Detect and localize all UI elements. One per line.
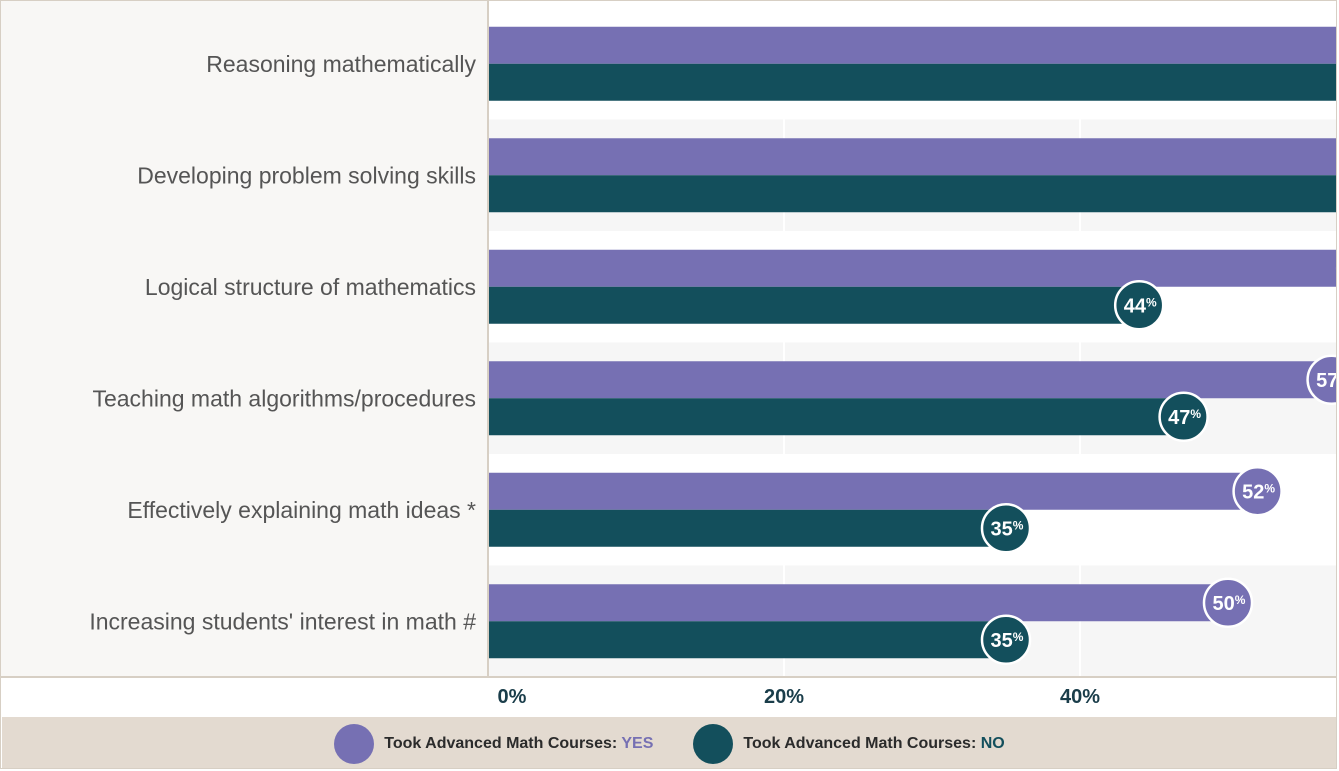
legend-value-no: NO: [980, 734, 1005, 752]
svg-text:44%: 44%: [1124, 295, 1157, 317]
legend-item-no: Took Advanced Math Courses: NO: [693, 723, 1005, 764]
data-label-yes: 50%: [1202, 577, 1254, 628]
bar-no: [489, 621, 1006, 659]
bar-yes: [489, 361, 1332, 399]
category-label: Effectively explaining math ideas *: [127, 497, 476, 523]
legend-swatch-yes: [334, 723, 375, 764]
svg-text:35%: 35%: [991, 630, 1024, 652]
bar-no: [489, 63, 1336, 101]
data-label-yes: 57%: [1306, 354, 1337, 405]
x-tick-label: 0%: [498, 686, 527, 708]
bar-yes: [489, 584, 1228, 622]
label-area-bg: [1, 1, 488, 677]
svg-text:57%: 57%: [1316, 370, 1337, 392]
data-label-no: 35%: [980, 614, 1032, 665]
category-label: Increasing students' interest in math #: [89, 608, 476, 634]
legend-label-yes: Took Advanced Math Courses: YES: [384, 734, 654, 752]
bar-no: [489, 286, 1140, 324]
svg-text:35%: 35%: [991, 518, 1024, 540]
bar-yes: [489, 472, 1258, 510]
legend: Took Advanced Math Courses: YES Took Adv…: [2, 717, 1336, 768]
category-label: Developing problem solving skills: [137, 162, 476, 188]
legend-swatch-no: [693, 723, 734, 764]
bar-yes: [489, 249, 1336, 287]
data-label-no: 47%: [1158, 391, 1209, 442]
bar-yes: [489, 138, 1336, 176]
bar-no: [489, 509, 1006, 547]
data-label-yes: 52%: [1232, 466, 1283, 517]
svg-text:47%: 47%: [1168, 407, 1201, 429]
data-label-no: 44%: [1113, 280, 1165, 331]
x-tick-label: 40%: [1060, 686, 1100, 708]
svg-text:52%: 52%: [1242, 481, 1275, 503]
bar-chart: Reasoning mathematically Developing probl…: [1, 1, 1337, 708]
svg-text:50%: 50%: [1213, 593, 1246, 615]
bar-no: [489, 398, 1184, 436]
x-tick-label: 20%: [764, 686, 804, 708]
legend-value-yes: YES: [621, 734, 654, 752]
category-label: Teaching math algorithms/procedures: [92, 385, 476, 411]
legend-label-no: Took Advanced Math Courses: NO: [743, 734, 1005, 752]
bar-yes: [489, 26, 1336, 64]
bar-no: [489, 175, 1336, 213]
data-label-no: 35%: [980, 503, 1032, 554]
legend-item-yes: Took Advanced Math Courses: YES: [334, 723, 654, 764]
category-label: Logical structure of mathematics: [145, 274, 476, 300]
category-label: Reasoning mathematically: [206, 51, 476, 77]
